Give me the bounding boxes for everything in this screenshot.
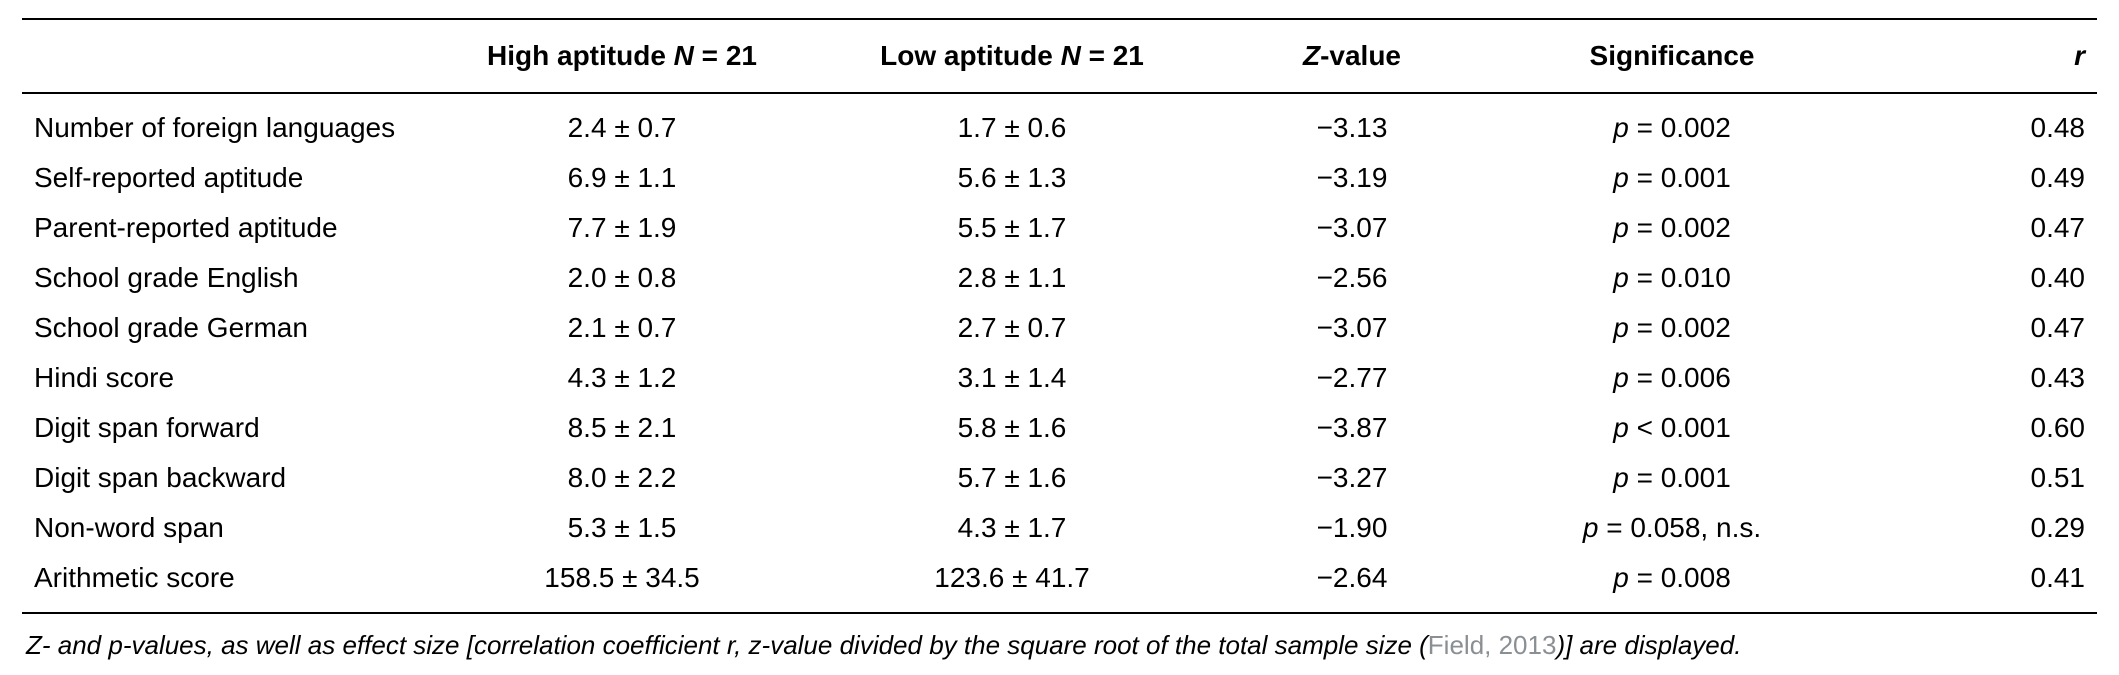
cell-high: 7.7 ± 1.9 [427, 203, 817, 253]
table-header-row: High aptitude N = 21 Low aptitude N = 21… [22, 19, 2097, 93]
table-row: Self-reported aptitude6.9 ± 1.15.6 ± 1.3… [22, 153, 2097, 203]
cell-high: 5.3 ± 1.5 [427, 503, 817, 553]
cell-high: 2.1 ± 0.7 [427, 303, 817, 353]
cell-low: 5.8 ± 1.6 [817, 403, 1207, 453]
cell-significance: p < 0.001 [1497, 403, 1847, 453]
table-row: School grade English2.0 ± 0.82.8 ± 1.1−2… [22, 253, 2097, 303]
table-container: High aptitude N = 21 Low aptitude N = 21… [0, 0, 2119, 675]
cell-z: −2.77 [1207, 353, 1497, 403]
cell-low: 1.7 ± 0.6 [817, 93, 1207, 153]
cell-label: Parent-reported aptitude [22, 203, 427, 253]
cell-low: 3.1 ± 1.4 [817, 353, 1207, 403]
cell-z: −3.13 [1207, 93, 1497, 153]
cell-label: Self-reported aptitude [22, 153, 427, 203]
table-row: Digit span forward8.5 ± 2.15.8 ± 1.6−3.8… [22, 403, 2097, 453]
cell-low: 5.5 ± 1.7 [817, 203, 1207, 253]
col-header-low: Low aptitude N = 21 [817, 19, 1207, 93]
col-header-significance: Significance [1497, 19, 1847, 93]
table-row: Number of foreign languages2.4 ± 0.71.7 … [22, 93, 2097, 153]
cell-label: Non-word span [22, 503, 427, 553]
cell-z: −3.87 [1207, 403, 1497, 453]
cell-significance: p = 0.058, n.s. [1497, 503, 1847, 553]
cell-r: 0.47 [1847, 303, 2097, 353]
table-body: Number of foreign languages2.4 ± 0.71.7 … [22, 93, 2097, 613]
cell-z: −2.56 [1207, 253, 1497, 303]
cell-r: 0.49 [1847, 153, 2097, 203]
cell-high: 8.0 ± 2.2 [427, 453, 817, 503]
table-row: Digit span backward8.0 ± 2.25.7 ± 1.6−3.… [22, 453, 2097, 503]
table-footnote: Z- and p-values, as well as effect size … [22, 614, 2097, 663]
col-header-z: Z-value [1207, 19, 1497, 93]
cell-label: Arithmetic score [22, 553, 427, 613]
cell-high: 4.3 ± 1.2 [427, 353, 817, 403]
cell-significance: p = 0.001 [1497, 453, 1847, 503]
table-row: Hindi score4.3 ± 1.23.1 ± 1.4−2.77p = 0.… [22, 353, 2097, 403]
cell-z: −1.90 [1207, 503, 1497, 553]
cell-r: 0.40 [1847, 253, 2097, 303]
cell-r: 0.41 [1847, 553, 2097, 613]
cell-low: 4.3 ± 1.7 [817, 503, 1207, 553]
cell-low: 5.6 ± 1.3 [817, 153, 1207, 203]
col-header-label [22, 19, 427, 93]
cell-significance: p = 0.001 [1497, 153, 1847, 203]
cell-significance: p = 0.002 [1497, 203, 1847, 253]
cell-low: 123.6 ± 41.7 [817, 553, 1207, 613]
cell-r: 0.48 [1847, 93, 2097, 153]
cell-r: 0.47 [1847, 203, 2097, 253]
cell-low: 2.7 ± 0.7 [817, 303, 1207, 353]
cell-label: School grade German [22, 303, 427, 353]
cell-significance: p = 0.002 [1497, 93, 1847, 153]
cell-z: −3.07 [1207, 203, 1497, 253]
cell-high: 8.5 ± 2.1 [427, 403, 817, 453]
cell-label: School grade English [22, 253, 427, 303]
cell-high: 158.5 ± 34.5 [427, 553, 817, 613]
table-row: Arithmetic score158.5 ± 34.5123.6 ± 41.7… [22, 553, 2097, 613]
cell-significance: p = 0.008 [1497, 553, 1847, 613]
cell-low: 5.7 ± 1.6 [817, 453, 1207, 503]
cell-high: 2.0 ± 0.8 [427, 253, 817, 303]
cell-high: 2.4 ± 0.7 [427, 93, 817, 153]
cell-significance: p = 0.010 [1497, 253, 1847, 303]
col-header-r: r [1847, 19, 2097, 93]
cell-z: −3.27 [1207, 453, 1497, 503]
cell-significance: p = 0.002 [1497, 303, 1847, 353]
cell-z: −2.64 [1207, 553, 1497, 613]
table-row: Parent-reported aptitude7.7 ± 1.95.5 ± 1… [22, 203, 2097, 253]
cell-r: 0.60 [1847, 403, 2097, 453]
cell-label: Digit span backward [22, 453, 427, 503]
cell-high: 6.9 ± 1.1 [427, 153, 817, 203]
col-header-high: High aptitude N = 21 [427, 19, 817, 93]
cell-r: 0.51 [1847, 453, 2097, 503]
cell-label: Number of foreign languages [22, 93, 427, 153]
cell-label: Digit span forward [22, 403, 427, 453]
cell-significance: p = 0.006 [1497, 353, 1847, 403]
table-row: School grade German2.1 ± 0.72.7 ± 0.7−3.… [22, 303, 2097, 353]
cell-z: −3.07 [1207, 303, 1497, 353]
cell-z: −3.19 [1207, 153, 1497, 203]
aptitude-table: High aptitude N = 21 Low aptitude N = 21… [22, 18, 2097, 614]
cell-r: 0.29 [1847, 503, 2097, 553]
cell-r: 0.43 [1847, 353, 2097, 403]
cell-label: Hindi score [22, 353, 427, 403]
cell-low: 2.8 ± 1.1 [817, 253, 1207, 303]
table-row: Non-word span5.3 ± 1.54.3 ± 1.7−1.90p = … [22, 503, 2097, 553]
